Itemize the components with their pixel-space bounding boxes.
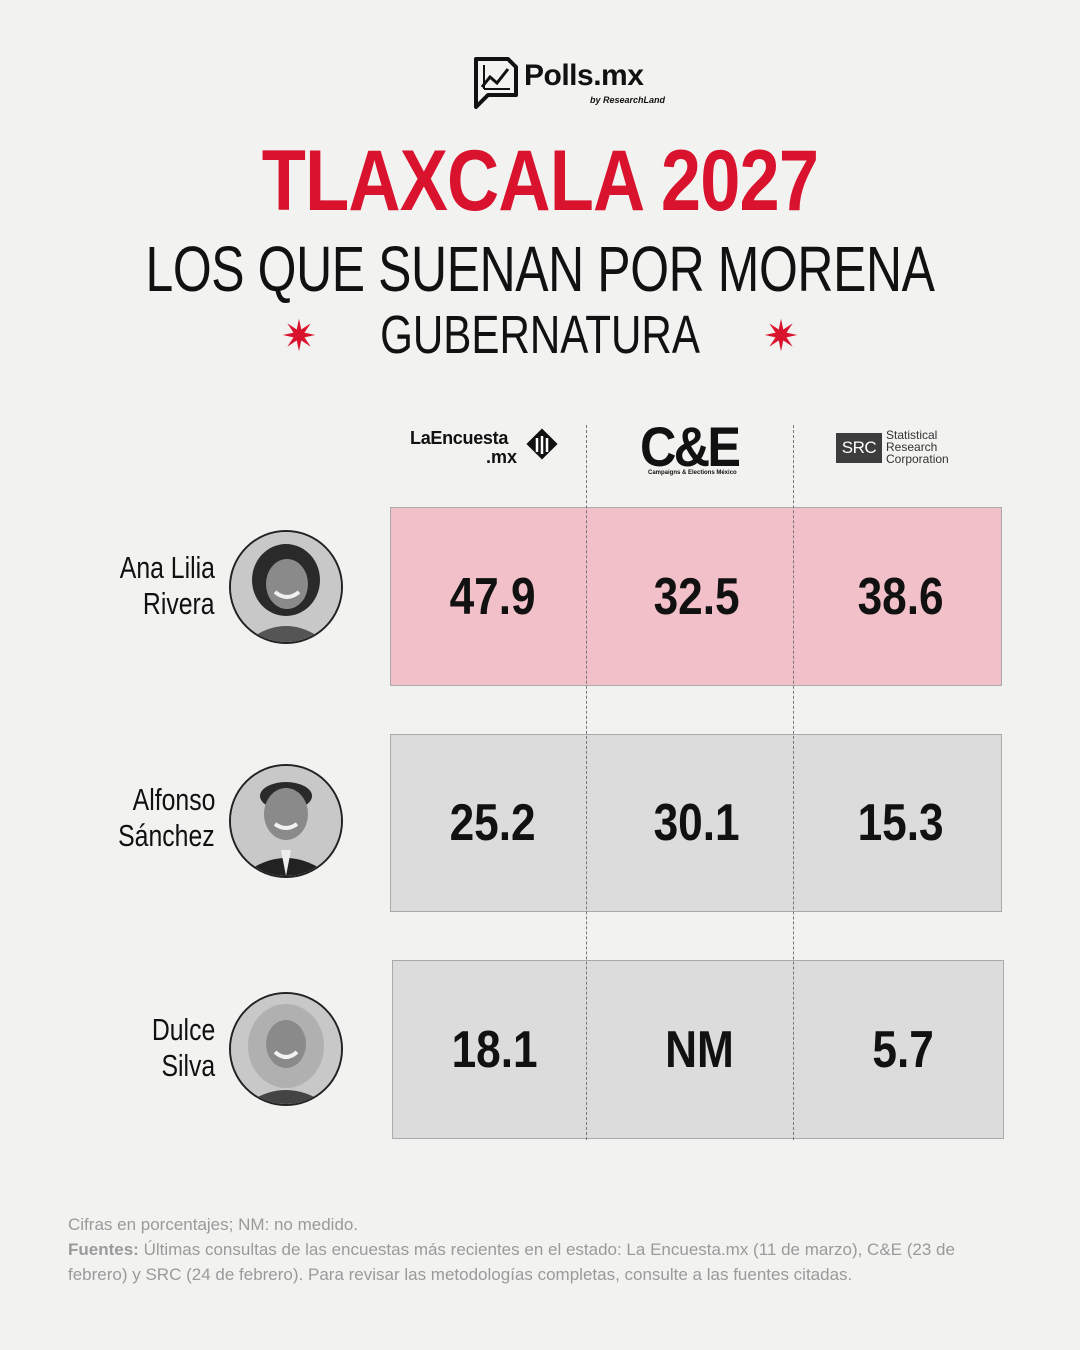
- ce-sub: Campaigns & Elections México: [648, 470, 737, 476]
- row-box-3: 18.1 NM 5.7: [392, 960, 1004, 1139]
- value-text: 18.1: [451, 1020, 539, 1079]
- src-line1: Statistical: [886, 428, 938, 442]
- row-box-1: 47.9 32.5 38.6: [390, 507, 1002, 686]
- value-cell: 32.5: [595, 508, 799, 685]
- candidate-last: Silva: [161, 1048, 215, 1083]
- footnotes: Cifras en porcentajes; NM: no medido. Fu…: [68, 1212, 1008, 1287]
- candidate-first: Ana Lilia: [119, 550, 215, 585]
- src-abbr: SRC: [836, 433, 882, 463]
- value-text: 47.9: [449, 567, 537, 626]
- polls-logo-icon: [474, 57, 518, 109]
- avatar-icon: [231, 994, 341, 1104]
- candidate-name: Ana Lilia Rivera: [35, 550, 215, 622]
- candidate-name: Dulce Silva: [35, 1012, 215, 1084]
- candidate-name: Alfonso Sánchez: [35, 782, 215, 854]
- laencuesta-name: LaEncuesta: [410, 428, 509, 448]
- laencuesta-logo-icon: [526, 428, 558, 460]
- candidate-last: Sánchez: [118, 818, 215, 853]
- avatar: [229, 764, 343, 878]
- pollster-ce: C&E Campaigns & Elections México: [640, 415, 750, 480]
- value-text: 30.1: [653, 794, 741, 852]
- star-icon: [764, 318, 798, 352]
- candidate-last: Rivera: [143, 586, 215, 621]
- avatar: [229, 530, 343, 644]
- polls-logo: Polls.mx by ResearchLand: [472, 55, 672, 115]
- avatar-icon: [231, 766, 341, 876]
- value-text: 32.5: [653, 567, 741, 626]
- sources-text: Últimas consultas de las encuestas más r…: [68, 1240, 955, 1284]
- value-cell: 15.3: [799, 735, 1003, 911]
- sources-label: Fuentes:: [68, 1240, 139, 1259]
- pollster-src: SRC Statistical Research Corporation: [836, 420, 1006, 480]
- ce-name: C&E: [640, 415, 741, 478]
- page-title: TLAXCALA 2027: [261, 133, 819, 229]
- kicker-row: GUBERNATURA: [0, 305, 1080, 365]
- value-cell: 18.1: [393, 961, 597, 1138]
- candidate-first: Dulce: [151, 1012, 215, 1047]
- sources-note: Fuentes: Últimas consultas de las encues…: [68, 1237, 1008, 1287]
- star-icon: [282, 318, 316, 352]
- value-text: 5.7: [872, 1020, 934, 1079]
- value-text: 25.2: [449, 794, 537, 852]
- src-line3: Corporation: [886, 452, 949, 466]
- laencuesta-suffix: .mx: [486, 447, 518, 467]
- src-name: Statistical Research Corporation: [886, 429, 949, 465]
- value-cell: 30.1: [595, 735, 799, 911]
- avatar-icon: [231, 532, 341, 642]
- value-text: 38.6: [857, 567, 945, 626]
- column-divider: [586, 425, 587, 1140]
- value-text: NM: [664, 1020, 734, 1079]
- value-text: 15.3: [857, 794, 945, 852]
- avatar: [229, 992, 343, 1106]
- value-cell: 5.7: [801, 961, 1005, 1138]
- src-line2: Research: [886, 440, 938, 454]
- pollster-laencuesta: LaEncuesta .mx: [410, 420, 570, 480]
- value-cell: 38.6: [799, 508, 1003, 685]
- page-subtitle: LOS QUE SUENAN POR MORENA: [145, 233, 935, 305]
- brand-tagline: by ResearchLand: [590, 95, 666, 105]
- value-cell: NM: [597, 961, 801, 1138]
- row-box-2: 25.2 30.1 15.3: [390, 734, 1002, 912]
- value-cell: 47.9: [391, 508, 595, 685]
- column-divider: [793, 425, 794, 1140]
- value-cell: 25.2: [391, 735, 595, 911]
- candidate-first: Alfonso: [132, 782, 215, 817]
- units-note: Cifras en porcentajes; NM: no medido.: [68, 1215, 359, 1234]
- brand-name: Polls.mx: [524, 59, 644, 92]
- kicker-text: GUBERNATURA: [380, 305, 700, 365]
